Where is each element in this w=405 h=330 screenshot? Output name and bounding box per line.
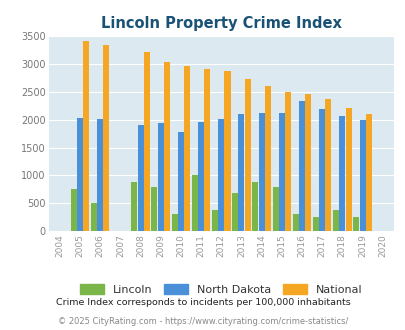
Bar — [83, 41, 89, 231]
Bar — [318, 109, 324, 231]
Bar — [164, 62, 170, 231]
Bar — [238, 114, 244, 231]
Bar — [131, 182, 137, 231]
Bar — [264, 86, 270, 231]
Bar — [151, 187, 157, 231]
Bar — [305, 94, 311, 231]
Bar — [252, 182, 258, 231]
Bar — [345, 108, 351, 231]
Bar — [77, 118, 83, 231]
Bar — [332, 211, 338, 231]
Bar — [103, 45, 109, 231]
Bar — [278, 113, 284, 231]
Bar — [143, 52, 149, 231]
Bar — [137, 125, 143, 231]
Bar — [312, 217, 318, 231]
Text: Crime Index corresponds to incidents per 100,000 inhabitants: Crime Index corresponds to incidents per… — [55, 298, 350, 307]
Legend: Lincoln, North Dakota, National: Lincoln, North Dakota, National — [75, 280, 366, 299]
Bar — [198, 122, 204, 231]
Bar — [298, 101, 304, 231]
Bar — [204, 69, 210, 231]
Bar — [224, 71, 230, 231]
Bar — [358, 120, 364, 231]
Bar — [232, 193, 238, 231]
Bar — [339, 116, 345, 231]
Title: Lincoln Property Crime Index: Lincoln Property Crime Index — [100, 16, 341, 31]
Bar — [272, 187, 278, 231]
Bar — [70, 189, 77, 231]
Bar — [157, 122, 163, 231]
Bar — [184, 66, 190, 231]
Bar — [97, 119, 103, 231]
Bar — [244, 79, 250, 231]
Bar — [292, 214, 298, 231]
Bar — [284, 92, 290, 231]
Bar — [191, 175, 197, 231]
Bar — [211, 211, 217, 231]
Bar — [177, 132, 183, 231]
Text: © 2025 CityRating.com - https://www.cityrating.com/crime-statistics/: © 2025 CityRating.com - https://www.city… — [58, 317, 347, 326]
Bar — [171, 214, 177, 231]
Bar — [91, 203, 97, 231]
Bar — [352, 217, 358, 231]
Bar — [324, 99, 330, 231]
Bar — [365, 114, 371, 231]
Bar — [218, 118, 224, 231]
Bar — [258, 113, 264, 231]
